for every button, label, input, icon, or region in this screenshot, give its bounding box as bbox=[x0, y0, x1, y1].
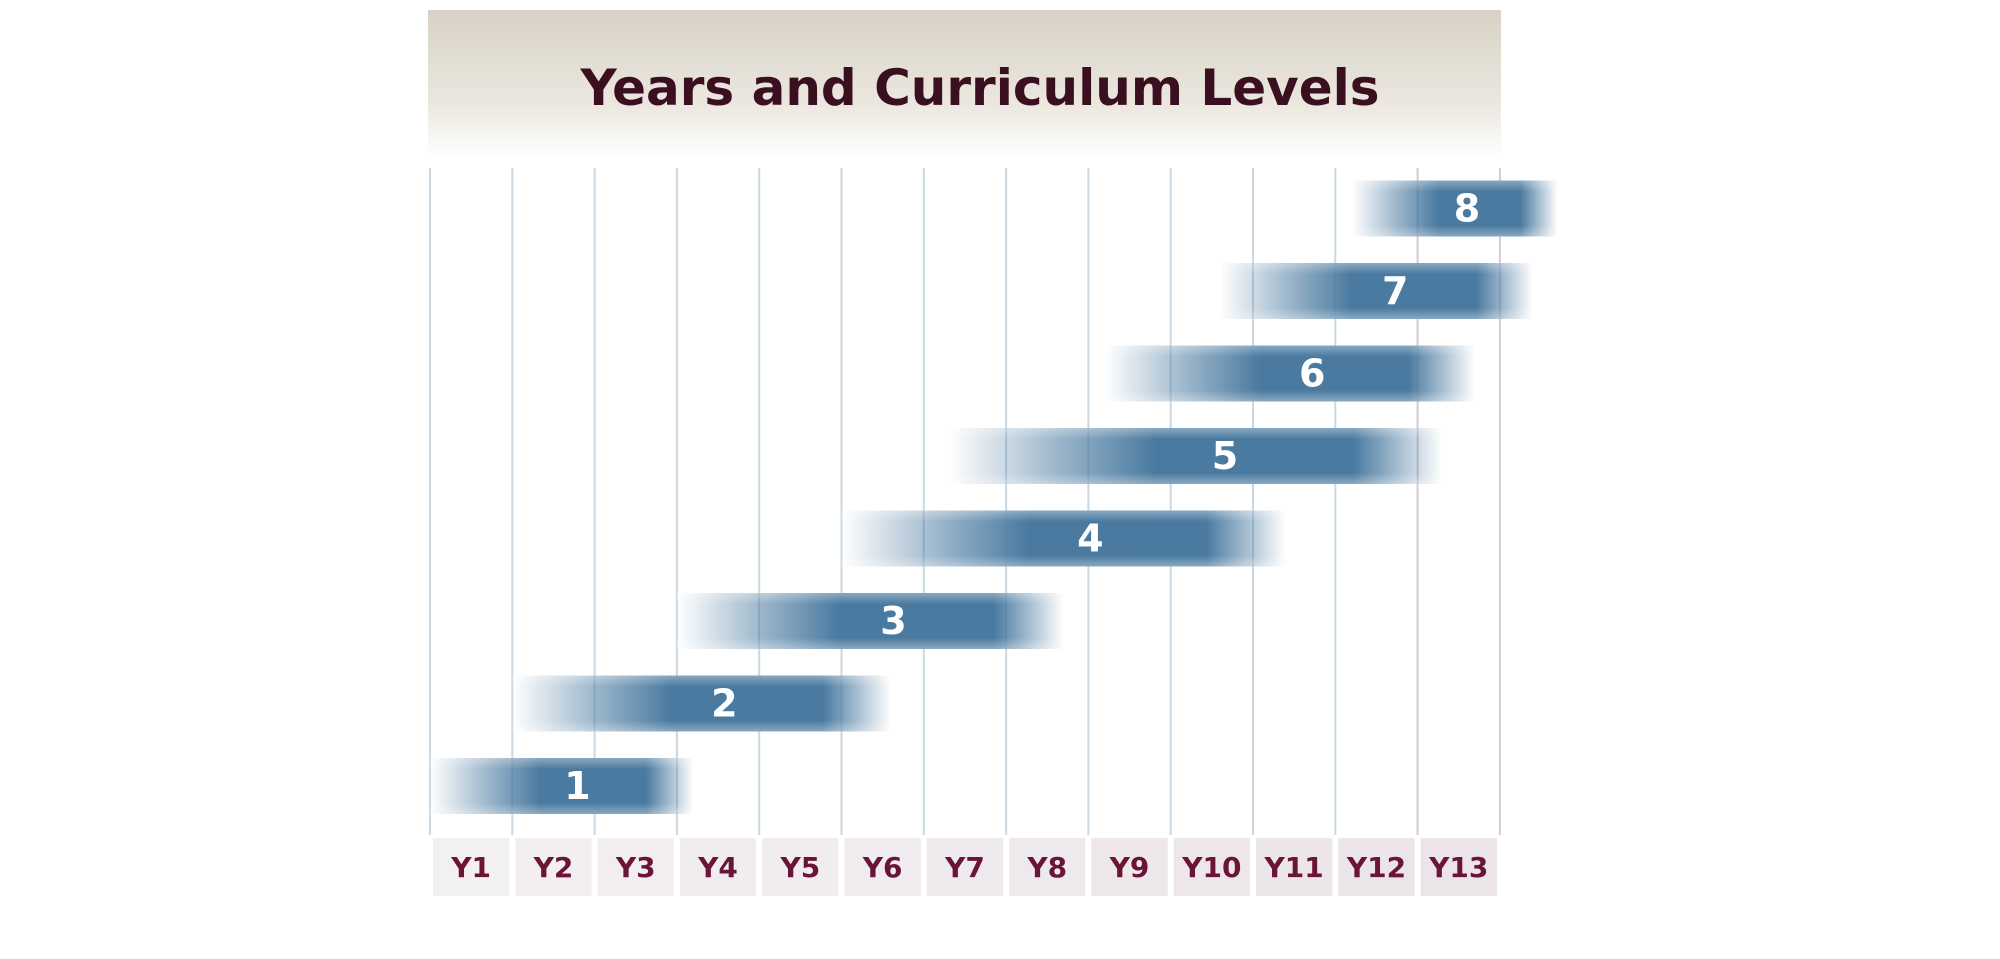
level-bar-6: 6 bbox=[1104, 345, 1476, 402]
year-box bbox=[679, 838, 757, 896]
level-label: 7 bbox=[1382, 269, 1408, 313]
year-tick-y10: Y10 bbox=[1173, 838, 1250, 896]
level-label: 6 bbox=[1299, 352, 1325, 396]
level-bar-5: 5 bbox=[948, 428, 1443, 484]
year-tick-y5: Y5 bbox=[762, 838, 839, 896]
year-label: Y10 bbox=[1181, 851, 1241, 884]
year-tick-y6: Y6 bbox=[844, 838, 921, 896]
grid-lines bbox=[429, 168, 1501, 835]
year-box bbox=[1173, 838, 1250, 896]
year-label: Y3 bbox=[615, 851, 656, 884]
year-box bbox=[433, 838, 510, 896]
level-bar-sheen bbox=[841, 510, 1286, 567]
level-bar-2: 2 bbox=[512, 675, 891, 732]
year-label: Y7 bbox=[944, 851, 985, 884]
level-label: 1 bbox=[564, 764, 590, 808]
year-tick-y11: Y11 bbox=[1256, 838, 1333, 896]
chart-title: Years and Curriculum Levels bbox=[579, 59, 1379, 117]
level-bar-8: 8 bbox=[1351, 180, 1558, 237]
year-box bbox=[597, 838, 674, 896]
year-box bbox=[1420, 838, 1497, 896]
level-label: 2 bbox=[711, 682, 737, 726]
year-box bbox=[1256, 838, 1333, 896]
year-label: Y9 bbox=[1109, 851, 1150, 884]
year-tick-y9: Y9 bbox=[1091, 838, 1168, 896]
year-label: Y11 bbox=[1264, 851, 1324, 884]
level-bar-sheen bbox=[1104, 345, 1476, 402]
year-box bbox=[1091, 838, 1168, 896]
level-bar-sheen bbox=[1351, 180, 1558, 237]
year-label: Y2 bbox=[533, 851, 574, 884]
level-bar-7: 7 bbox=[1220, 263, 1533, 319]
level-bar-sheen bbox=[512, 675, 891, 732]
year-tick-y3: Y3 bbox=[597, 838, 674, 896]
level-bars: 1 2 3 4 5 6 7 8 bbox=[430, 180, 1558, 814]
year-tick-y13: Y13 bbox=[1420, 838, 1497, 896]
year-label: Y5 bbox=[779, 851, 820, 884]
level-label: 5 bbox=[1212, 434, 1238, 478]
year-tick-y4: Y4 bbox=[679, 838, 757, 896]
level-bar-sheen bbox=[676, 593, 1064, 649]
year-tick-y1: Y1 bbox=[433, 838, 510, 896]
year-label: Y6 bbox=[862, 851, 903, 884]
level-bar-3: 3 bbox=[676, 593, 1064, 649]
level-label: 3 bbox=[880, 599, 906, 643]
year-label: Y13 bbox=[1428, 851, 1488, 884]
year-box bbox=[926, 838, 1004, 896]
year-label: Y1 bbox=[450, 851, 491, 884]
title-banner bbox=[428, 10, 1501, 158]
year-box bbox=[1009, 838, 1086, 896]
level-bar-sheen bbox=[948, 428, 1443, 484]
level-label: 4 bbox=[1077, 517, 1103, 561]
year-tick-y2: Y2 bbox=[515, 838, 592, 896]
level-bar-1: 1 bbox=[430, 758, 694, 814]
year-label: Y12 bbox=[1346, 851, 1406, 884]
level-label: 8 bbox=[1454, 187, 1480, 231]
year-tick-y7: Y7 bbox=[926, 838, 1004, 896]
year-label: Y8 bbox=[1026, 851, 1067, 884]
year-axis: Y1 Y2 Y3 Y4 Y5 Y6 Y7 Y8 Y9 Y10 Y11 Y12 Y13 bbox=[433, 838, 1497, 896]
level-bar-sheen bbox=[1220, 263, 1533, 319]
year-box bbox=[762, 838, 839, 896]
year-tick-y12: Y12 bbox=[1338, 838, 1415, 896]
year-box bbox=[1338, 838, 1415, 896]
year-tick-y8: Y8 bbox=[1009, 838, 1086, 896]
year-label: Y4 bbox=[697, 851, 738, 884]
level-bar-sheen bbox=[430, 758, 694, 814]
year-box bbox=[844, 838, 921, 896]
level-bar-4: 4 bbox=[841, 510, 1286, 567]
year-box bbox=[515, 838, 592, 896]
